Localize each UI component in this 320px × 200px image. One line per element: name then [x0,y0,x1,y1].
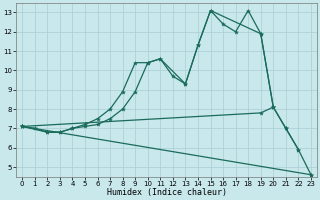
X-axis label: Humidex (Indice chaleur): Humidex (Indice chaleur) [107,188,227,197]
